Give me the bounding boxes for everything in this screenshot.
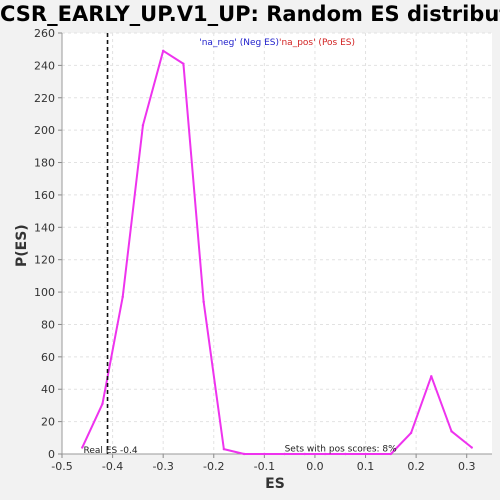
legend-entry-pos: 'na_pos' (Pos ES)	[279, 38, 355, 48]
legend: 'na_neg' (Neg ES)'na_pos' (Pos ES)	[199, 38, 355, 48]
annotation-text: Sets with pos scores: 8%	[285, 444, 398, 454]
y-tick-label: 0	[48, 448, 55, 461]
annotations: Sets with pos scores: 8%	[285, 444, 398, 454]
data-point	[263, 453, 265, 455]
y-tick-label: 160	[34, 189, 55, 202]
y-tick-label: 80	[41, 318, 55, 331]
data-point	[471, 446, 473, 448]
x-tick-label: -0.5	[51, 460, 72, 473]
y-tick-label: 60	[41, 351, 55, 364]
x-tick-label: 0.2	[407, 460, 425, 473]
y-tick-label: 220	[34, 92, 55, 105]
y-tick-label: 120	[34, 254, 55, 267]
y-tick-label: 100	[34, 286, 55, 299]
data-point	[142, 124, 144, 126]
y-tick-label: 240	[34, 59, 55, 72]
data-point	[101, 403, 103, 405]
real-es-label: Real ES -0.4	[84, 446, 138, 456]
data-point	[243, 453, 245, 455]
x-tick-label: 0.1	[357, 460, 375, 473]
y-tick-label: 40	[41, 383, 55, 396]
data-point	[223, 448, 225, 450]
x-tick-label: -0.2	[203, 460, 224, 473]
x-tick-label: -0.1	[254, 460, 275, 473]
y-tick-label: 140	[34, 221, 55, 234]
data-point	[430, 375, 432, 377]
y-tick-label: 200	[34, 124, 55, 137]
legend-entry-neg: 'na_neg' (Neg ES)	[199, 38, 279, 48]
x-tick-label: -0.3	[152, 460, 173, 473]
data-point	[202, 301, 204, 303]
data-point	[122, 296, 124, 298]
x-tick-label: 0.3	[458, 460, 476, 473]
data-point	[162, 50, 164, 52]
data-point	[182, 63, 184, 65]
data-point	[410, 432, 412, 434]
data-point	[450, 430, 452, 432]
plot-background	[62, 33, 492, 454]
x-tick-label: -0.4	[102, 460, 123, 473]
y-tick-label: 260	[34, 27, 55, 40]
y-tick-label: 180	[34, 157, 55, 170]
y-tick-label: 20	[41, 416, 55, 429]
x-tick-label: 0.0	[306, 460, 324, 473]
